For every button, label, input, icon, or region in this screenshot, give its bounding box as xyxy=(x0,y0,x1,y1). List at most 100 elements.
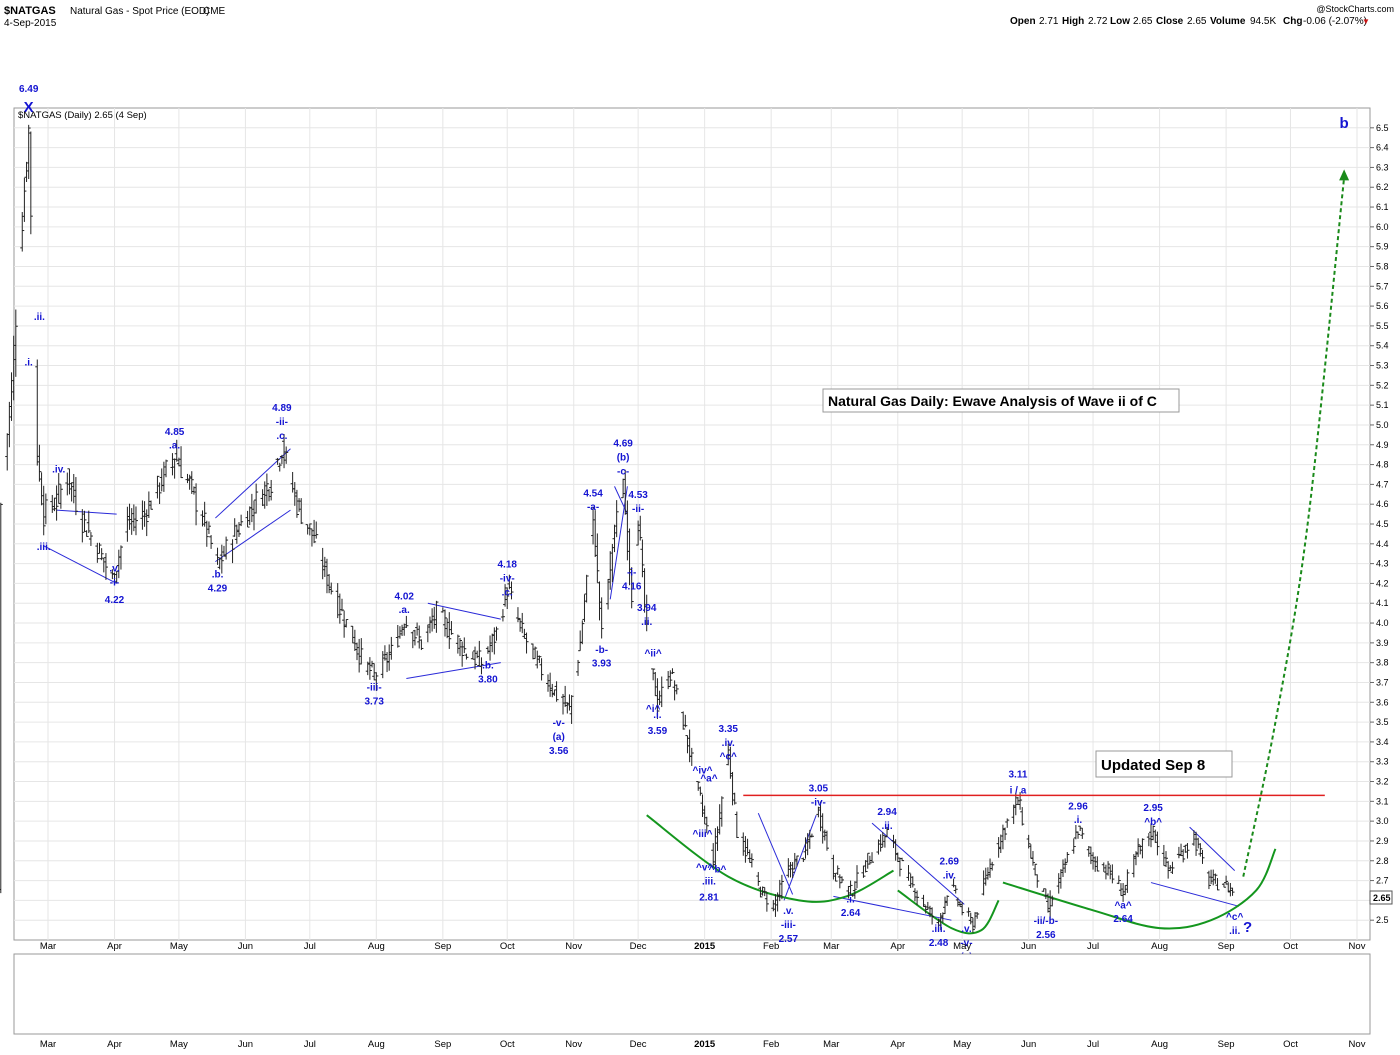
y-tick-label: 6.1 xyxy=(1376,202,1389,212)
open-value: 2.71 xyxy=(1039,16,1059,27)
ohlc-bar xyxy=(13,309,18,377)
wave-label: .i. xyxy=(846,894,855,905)
ohlc-bar xyxy=(880,832,885,848)
wave-label: ^a^ xyxy=(1114,900,1131,911)
ohlc-bar xyxy=(157,482,162,505)
title-box-border xyxy=(822,388,1180,413)
ohlc-bar xyxy=(344,619,349,628)
credit: @StockCharts.com xyxy=(1316,4,1394,14)
ohlc-bar xyxy=(614,500,619,538)
y-tick-label: 6.3 xyxy=(1376,162,1389,172)
ohlc-bar xyxy=(1213,873,1218,884)
wave-label: -ii/-b- xyxy=(1034,916,1058,927)
x-tick-label: Mar xyxy=(40,941,56,952)
ohlc-bar xyxy=(84,530,89,537)
last-price-tag: 2.65 xyxy=(1369,890,1393,905)
y-tick-label: 4.0 xyxy=(1376,618,1389,628)
y-tick-label: 4.8 xyxy=(1376,460,1389,470)
ohlc-bar xyxy=(462,637,467,654)
ohlc-bar xyxy=(99,548,104,561)
x-tick-label: May xyxy=(170,1039,188,1050)
ohlc-bar xyxy=(28,131,33,235)
wave-label: .v. xyxy=(109,564,120,575)
x-tick-label: Sep xyxy=(1218,941,1235,952)
wave-label: .c. xyxy=(276,431,287,442)
ohlc-bar xyxy=(359,638,364,665)
wave-label: .i. xyxy=(653,710,662,721)
x-tick-label: Nov xyxy=(1349,941,1366,952)
y-tick-label: 4.9 xyxy=(1376,440,1389,450)
x-tick-label: Jul xyxy=(1087,1039,1099,1050)
x-axis-panel: Mar Apr May Jun Jul Aug Sep Oct Nov Dec 2015 Feb Mar… xyxy=(13,941,1371,1050)
x-axis-bottom-labels: Mar Apr May Jun Jul Aug Sep Oct Nov Dec 2015 Feb Mar… xyxy=(40,1039,1366,1050)
wave-label: .iii. xyxy=(37,542,51,553)
ohlc-bar xyxy=(683,714,688,728)
ohlc-bar xyxy=(1200,849,1205,864)
ohlc-bar xyxy=(269,479,274,501)
x-tick-label: May xyxy=(953,941,971,952)
wave-label: b xyxy=(1340,115,1349,132)
wave-label: 2.57 xyxy=(779,934,799,945)
wave-label: 2.94 xyxy=(877,807,897,818)
wave-label: i / a xyxy=(1010,785,1027,796)
ohlc-bar xyxy=(473,646,478,670)
y-tick-label: 3.4 xyxy=(1376,737,1389,747)
ohlc-bar xyxy=(337,593,342,624)
instrument-name: Natural Gas - Spot Price (EOD) xyxy=(70,6,209,17)
y-axis: 2.52.62.72.82.93.03.13.23.33.43.53.63.73… xyxy=(1370,123,1389,925)
rounding-bottom-arcs xyxy=(646,814,1277,935)
ohlc-bar xyxy=(164,459,169,478)
x-tick-label: Apr xyxy=(890,1039,905,1050)
low-label: Low xyxy=(1110,16,1130,27)
y-tick-label: 2.5 xyxy=(1376,915,1389,925)
wave-label: 3.94 xyxy=(637,603,657,614)
x-tick-label: May xyxy=(170,941,188,952)
ohlc-bar xyxy=(82,510,87,532)
ohlc-bar xyxy=(1050,895,1055,907)
y-tick-label: 5.8 xyxy=(1376,261,1389,271)
wave-label: ^ii^ xyxy=(645,649,662,660)
ohlc-bar xyxy=(863,860,868,873)
x-tick-label: 2015 xyxy=(694,1039,716,1050)
ohlc-bar xyxy=(5,433,10,471)
ohlc-bar xyxy=(1194,831,1199,856)
wave-label: .iii. xyxy=(702,877,716,888)
ohlc-bar xyxy=(897,857,902,877)
ohlc-bar xyxy=(509,581,514,600)
wave-label: .v. xyxy=(783,906,794,917)
x-tick-label: Sep xyxy=(1218,1039,1235,1050)
wave-label: 4.85 xyxy=(165,427,185,438)
y-tick-label: 4.6 xyxy=(1376,499,1389,509)
ohlc-bar xyxy=(277,462,282,472)
ohlc-bar xyxy=(275,457,280,465)
ohlc-bar xyxy=(54,485,59,521)
ohlc-bar xyxy=(22,177,27,222)
ohlc-bar xyxy=(367,657,372,680)
channel-line xyxy=(609,486,628,600)
ohlc-bar xyxy=(878,834,883,852)
ohlc-bar xyxy=(224,536,229,560)
y-tick-label: 2.7 xyxy=(1376,876,1389,886)
chg-down-arrow-icon: ▼ xyxy=(1362,17,1370,26)
y-tick-label: 4.4 xyxy=(1376,539,1389,549)
wave-label: .b. xyxy=(212,569,224,580)
title-box-text: Natural Gas Daily: Ewave Analysis of Wav… xyxy=(828,393,1157,409)
ohlc-bar xyxy=(449,621,454,635)
title-box: Natural Gas Daily: Ewave Analysis of Wav… xyxy=(822,388,1180,413)
wave-label: 6.49 xyxy=(19,84,39,95)
ohlc-bar xyxy=(1071,838,1076,854)
ohlc-bar xyxy=(779,874,784,900)
x-tick-label: Feb xyxy=(763,941,779,952)
y-tick-label: 6.4 xyxy=(1376,143,1389,153)
ohlc-bar xyxy=(1170,861,1175,874)
gridlines xyxy=(14,108,1370,1034)
y-tick-label: 3.0 xyxy=(1376,816,1389,826)
channel-line xyxy=(757,813,794,895)
projection-path xyxy=(1242,177,1346,877)
ohlc-bar xyxy=(41,485,46,536)
ohlc-bar xyxy=(1035,874,1040,888)
ohlc-bar xyxy=(245,510,250,528)
wave-label: .ii. xyxy=(1229,926,1240,937)
y-tick-label: 6.0 xyxy=(1376,222,1389,232)
ohlc-bar xyxy=(809,833,814,838)
